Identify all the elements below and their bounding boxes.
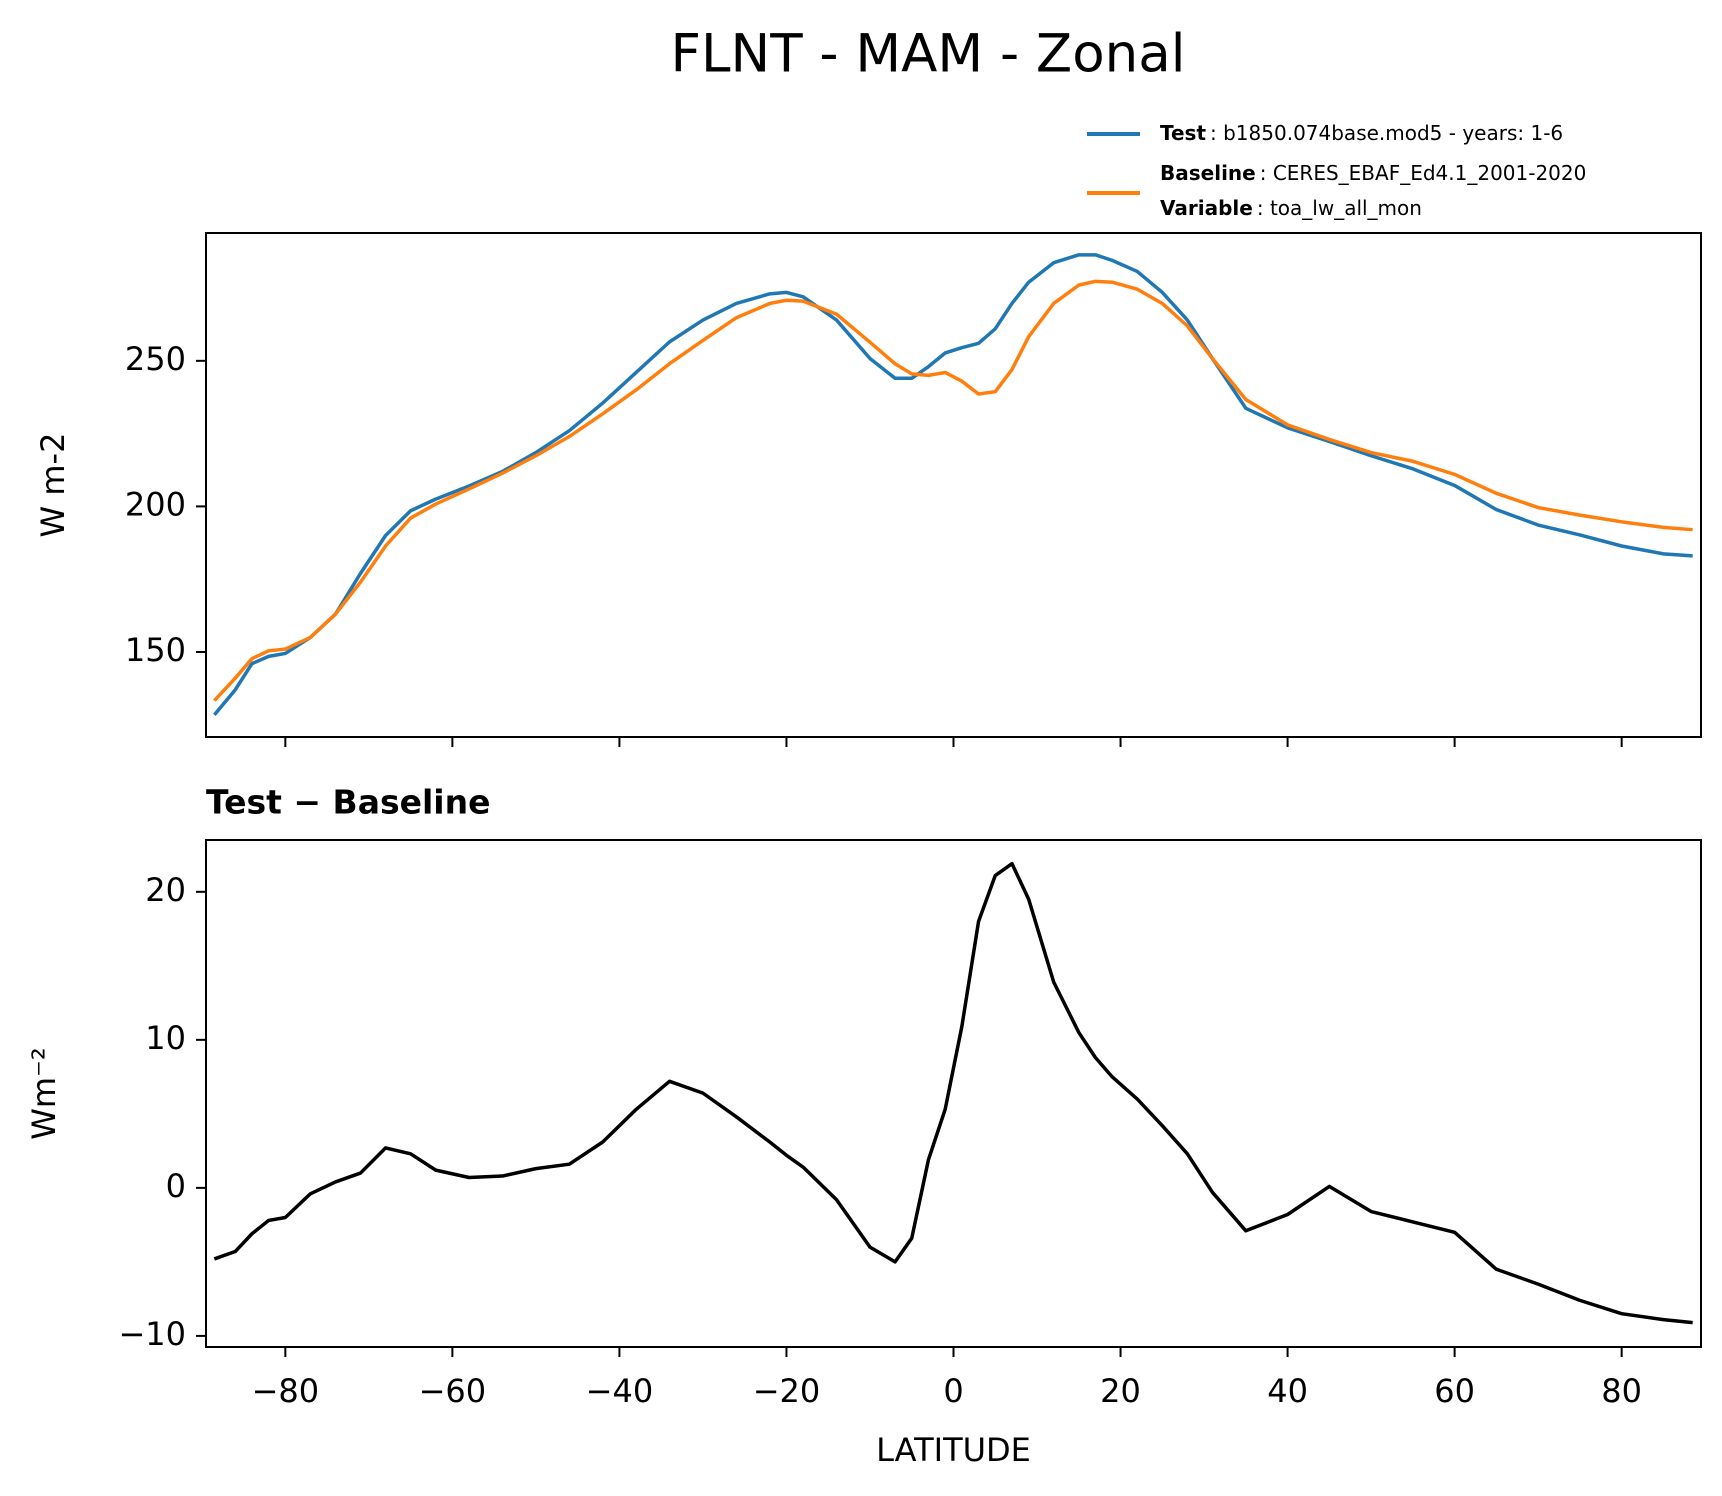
legend-variable: Variable: toa_lw_all_mon (1160, 196, 1422, 220)
data-line (213, 861, 1693, 1325)
y-tick-label: 10 (145, 1019, 186, 1057)
figure-title: FLNT - MAM - Zonal (671, 24, 1186, 85)
data-line (213, 253, 1693, 716)
x-tick-label: −60 (419, 1372, 487, 1410)
y-axis-label: W m-2 (34, 433, 72, 538)
axes-frame (205, 839, 1702, 1348)
y-tick-label: 20 (145, 871, 186, 909)
legend-name: Test (1160, 121, 1206, 145)
axes-title: Test − Baseline (206, 783, 491, 822)
y-tick-label: 0 (166, 1167, 186, 1205)
legend-entry: Baseline: CERES_EBAF_Ed4.1_2001-2020 Vari… (1087, 161, 1586, 220)
legend-description: : b1850.074base.mod5 - years: 1-6 (1210, 121, 1563, 145)
legend-label: Test: b1850.074base.mod5 - years: 1-6 (1160, 121, 1563, 145)
x-axis-label: LATITUDE (876, 1431, 1031, 1469)
y-tick-label: 200 (125, 485, 186, 523)
y-tick-label: −10 (118, 1315, 186, 1353)
x-tick-label: −80 (252, 1372, 320, 1410)
x-tick-label: −20 (753, 1372, 821, 1410)
x-tick-label: 20 (1100, 1372, 1141, 1410)
legend-name: Baseline (1160, 161, 1256, 185)
x-tick-label: 0 (943, 1372, 963, 1410)
legend-name: Variable (1160, 196, 1253, 220)
x-tick-label: 40 (1267, 1372, 1308, 1410)
legend-description: : CERES_EBAF_Ed4.1_2001-2020 (1260, 161, 1587, 185)
legend-description: : toa_lw_all_mon (1257, 196, 1422, 220)
y-tick-label: 150 (125, 631, 186, 669)
x-tick-label: −40 (586, 1372, 654, 1410)
x-tick-label: 80 (1601, 1372, 1642, 1410)
y-axis-label: Wm⁻² (25, 1047, 63, 1140)
data-line (213, 279, 1693, 702)
y-tick-label: 250 (125, 340, 186, 378)
x-tick-label: 60 (1434, 1372, 1475, 1410)
axes-frame (205, 232, 1702, 738)
legend-entry: Test: b1850.074base.mod5 - years: 1-6 (1087, 121, 1563, 145)
legend-label: Baseline: CERES_EBAF_Ed4.1_2001-2020 (1160, 161, 1586, 185)
